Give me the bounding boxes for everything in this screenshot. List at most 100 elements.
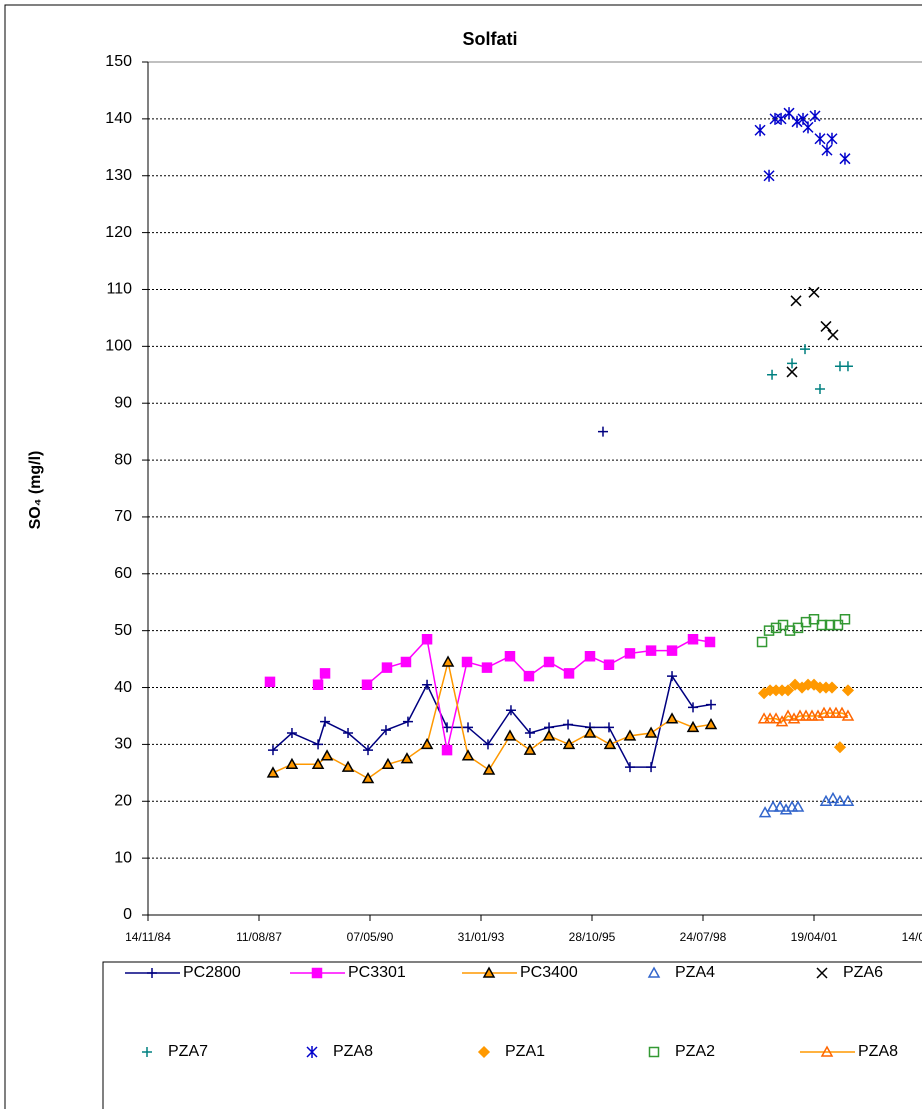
data-point [767, 369, 778, 380]
data-point [584, 651, 596, 662]
data-point [667, 671, 678, 682]
data-point [312, 679, 324, 690]
data-point [562, 737, 576, 750]
data-point [835, 706, 849, 718]
legend-marker [311, 967, 323, 979]
legend-label: PZA8 [858, 1043, 898, 1060]
y-tick-label: 130 [105, 167, 132, 184]
data-point [400, 656, 412, 668]
data-point [320, 749, 334, 761]
data-point [320, 716, 331, 727]
y-tick-label: 20 [114, 792, 132, 809]
data-point [441, 744, 453, 756]
data-point [704, 636, 716, 648]
data-point [786, 366, 798, 378]
data-point [542, 729, 556, 741]
data-point [381, 757, 395, 770]
data-point [791, 800, 805, 812]
data-point [402, 716, 413, 727]
legend-marker [142, 1047, 152, 1057]
data-point [624, 648, 636, 659]
data-point [267, 745, 278, 756]
x-tick-label: 07/05/90 [347, 930, 394, 944]
data-point [763, 625, 775, 636]
data-point [809, 110, 821, 123]
data-point [785, 800, 799, 812]
legend-marker [477, 1045, 491, 1059]
data-point [286, 728, 297, 739]
legend-label: PC2800 [183, 964, 241, 981]
legend-marker [648, 1046, 660, 1058]
data-point [523, 743, 537, 755]
data-point [311, 757, 325, 770]
y-tick-label: 30 [114, 736, 132, 753]
x-tick-label: 24/07/98 [680, 930, 727, 944]
data-point [481, 662, 493, 673]
data-point [380, 725, 391, 736]
data-point [805, 709, 819, 721]
data-point [823, 706, 837, 718]
data-point [792, 622, 804, 634]
data-point [754, 124, 766, 137]
data-point [814, 383, 825, 394]
y-tick-label: 150 [105, 53, 132, 70]
legend-label: PZA4 [675, 964, 715, 981]
data-point [341, 760, 355, 772]
legend-marker [647, 966, 661, 978]
data-point [841, 709, 855, 721]
data-point [313, 739, 324, 750]
y-tick-label: 50 [114, 622, 132, 639]
data-point [833, 794, 847, 807]
legend-label: PZA6 [843, 964, 883, 981]
data-point [644, 726, 658, 738]
data-point [808, 286, 820, 298]
data-point [603, 722, 614, 733]
data-point [603, 659, 615, 671]
data-point [808, 614, 820, 625]
data-point [583, 726, 597, 738]
data-point [482, 763, 496, 775]
y-tick-label: 100 [105, 338, 132, 355]
data-point [839, 614, 851, 625]
data-point [763, 712, 777, 724]
legend-label: PZA2 [675, 1043, 715, 1060]
data-point [756, 636, 768, 648]
chart-border [4, 4, 922, 1109]
data-point [563, 719, 574, 730]
chart-title: Solfati [462, 29, 517, 49]
data-point [817, 706, 831, 718]
data-point [770, 622, 782, 634]
legend-marker [306, 1046, 318, 1058]
data-point [524, 728, 535, 739]
data-point [666, 645, 678, 656]
x-tick-label: 19/04/01 [791, 930, 838, 944]
data-point [645, 645, 657, 656]
data-point [361, 679, 373, 690]
y-tick-label: 40 [114, 679, 132, 696]
data-point [442, 722, 453, 733]
data-point [266, 766, 280, 778]
data-point [773, 800, 787, 812]
data-point [781, 684, 795, 697]
data-point [826, 132, 838, 145]
data-point [421, 633, 433, 645]
data-point [839, 152, 851, 165]
data-point [827, 329, 839, 341]
data-point [422, 679, 433, 690]
data-point [686, 720, 700, 733]
y-axis-label: SO₄ (mg/l) [27, 451, 44, 530]
data-point [832, 619, 844, 631]
data-point [264, 676, 276, 688]
data-point [814, 132, 826, 145]
data-point [461, 749, 475, 761]
data-point [757, 712, 771, 724]
x-tick-label: 11/08/87 [236, 930, 282, 944]
data-point [624, 762, 635, 773]
data-point [543, 656, 555, 668]
y-tick-label: 80 [114, 451, 132, 468]
data-point [688, 702, 699, 713]
data-point [503, 729, 517, 741]
y-tick-label: 90 [114, 394, 132, 411]
data-point [766, 800, 780, 812]
